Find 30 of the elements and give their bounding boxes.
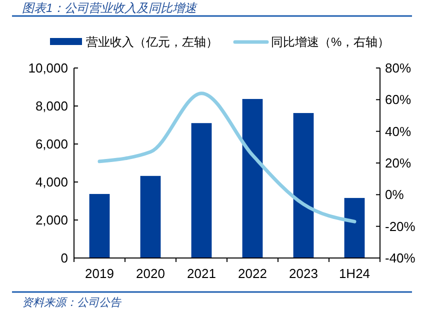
y2-tick-label: -40% xyxy=(385,250,416,266)
x-tick-label: 1H24 xyxy=(338,266,370,281)
y-tick-label: 8,000 xyxy=(35,98,68,114)
chart-title: 图表1：公司营业收入及同比增速 xyxy=(22,1,198,15)
bar xyxy=(191,123,212,258)
bar xyxy=(293,113,314,258)
y2-tick-label: 20% xyxy=(385,156,412,170)
y2-tick-label: 60% xyxy=(385,92,412,108)
y2-tick-label: -20% xyxy=(385,218,416,234)
line-series xyxy=(98,92,356,224)
x-tick-label: 2022 xyxy=(238,266,267,281)
legend-label: 同比增速（%，右轴） xyxy=(271,35,390,49)
x-tick-label: 2021 xyxy=(187,266,216,281)
x-tick-label: 2023 xyxy=(289,266,318,281)
bar xyxy=(242,98,263,258)
y2-tick-label: 0% xyxy=(385,187,404,202)
y-tick-label: 4,000 xyxy=(35,174,68,190)
y-tick-label: 0 xyxy=(60,250,68,266)
text: 资料来源：公司公告 xyxy=(22,296,122,309)
y-tick-label: 10,000 xyxy=(28,60,68,76)
bar xyxy=(89,194,110,258)
bar xyxy=(140,176,161,258)
y2-tick-label: 80% xyxy=(385,60,412,76)
y-tick-label: 6,000 xyxy=(35,136,68,152)
x-tick-label: 2020 xyxy=(136,266,165,281)
y-tick-label: 2,000 xyxy=(35,212,68,228)
x-tick-label: 2019 xyxy=(85,266,114,281)
bar xyxy=(344,198,365,258)
y2-tick-label: 40% xyxy=(385,124,412,139)
legend-label: 营业收入（亿元，左轴） xyxy=(86,35,218,49)
